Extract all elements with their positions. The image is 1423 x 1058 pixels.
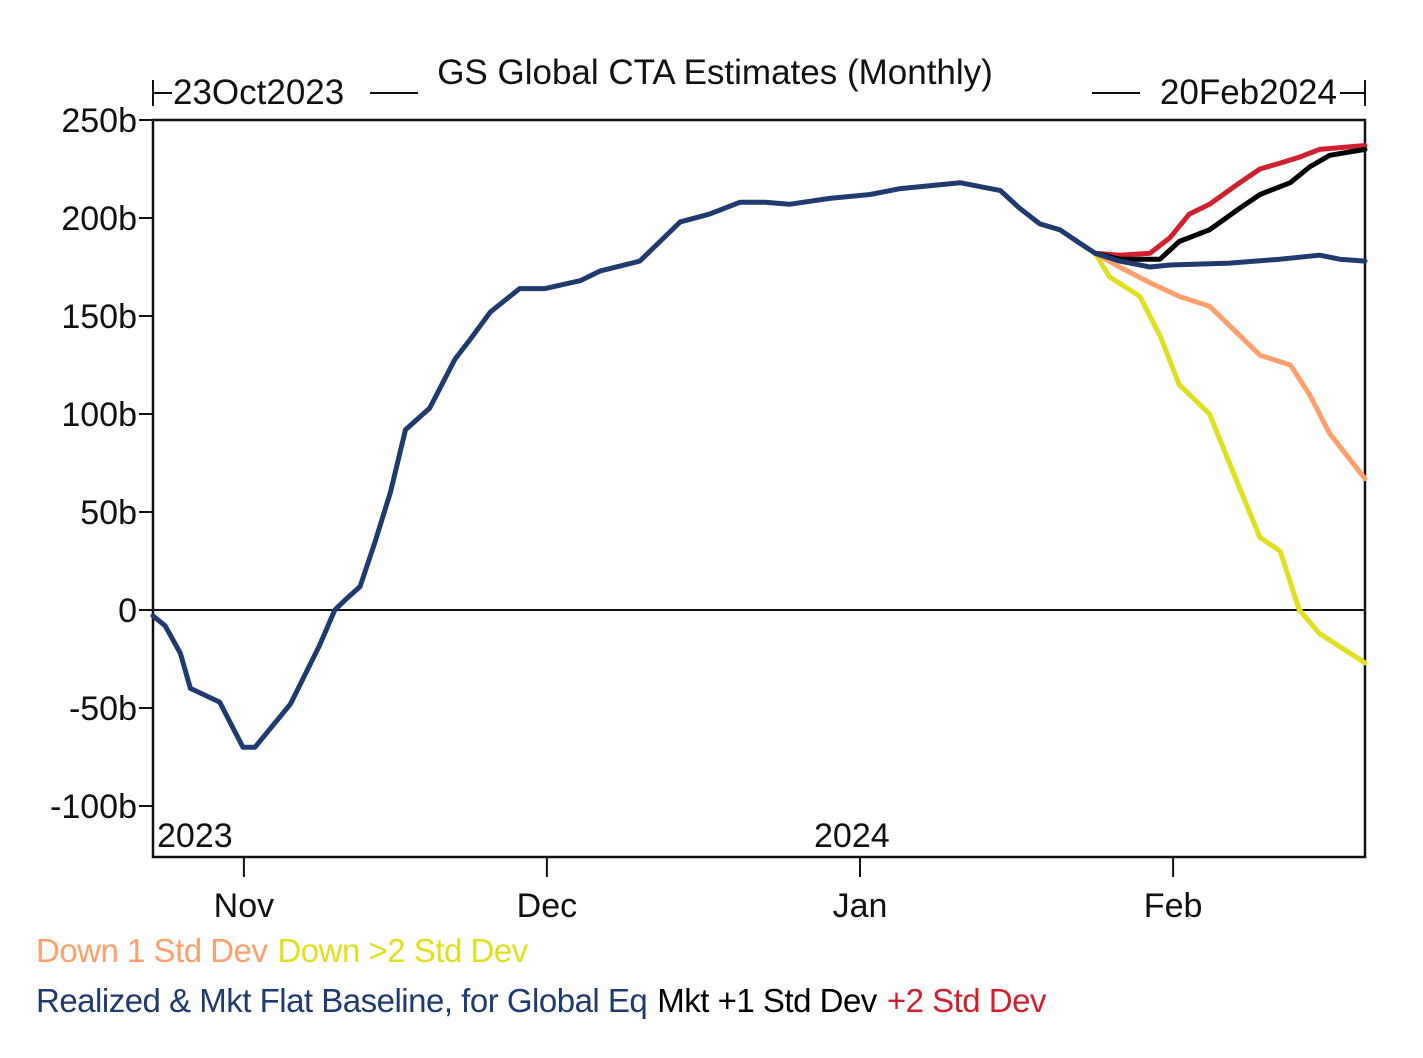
x-tick-label: Nov [214,887,274,925]
y-tick-label: 0 [118,592,137,630]
series-group [150,143,1368,750]
y-tick-label: 50b [80,494,137,532]
legend-row-2: Realized & Mkt Flat Baseline, for Global… [36,982,1056,1020]
series-line-down-1-std-dev [1092,250,1368,482]
series-line-baseline [150,180,1368,750]
legend-row-1: Down 1 Std Dev Down >2 Std Dev [36,932,538,970]
y-tick-label: 200b [61,200,137,238]
x-tick-label: Dec [517,887,577,925]
legend-item-down-2-std-dev: Down >2 Std Dev [277,932,528,969]
x-tick-label: Feb [1144,887,1203,925]
legend-item-baseline: Realized & Mkt Flat Baseline, for Global… [36,982,648,1019]
legend-item-down-1-std-dev: Down 1 Std Dev [36,932,268,969]
x-tick-label: Jan [833,887,888,925]
legend-item-plus-2-std-dev: +2 Std Dev [886,982,1047,1019]
y-tick-label: 100b [61,396,137,434]
year-label: 2024 [814,817,890,855]
chart-title: GS Global CTA Estimates (Monthly) [437,53,993,92]
range-start-label: 23Oct2023 [173,73,344,112]
year-label: 2023 [157,817,233,855]
series-line-plus-1-std-dev [1092,146,1368,262]
series-line-down-2-std-dev [1092,250,1368,666]
legend-item-plus-1-std-dev: Mkt +1 Std Dev [657,982,877,1019]
plot-frame [151,118,1367,859]
y-tick-label: -50b [69,690,137,728]
y-tick-label: 150b [61,298,137,336]
range-end-label: 20Feb2024 [1160,73,1337,112]
y-tick-label: 250b [61,102,137,140]
axes: 250b 200b 150b 100b 50b 0 -50b -100b Nov Dec Jan Fe… [50,80,1367,925]
series-line-plus-2-std-dev [1092,143,1368,258]
y-tick-label: -100b [50,788,137,826]
